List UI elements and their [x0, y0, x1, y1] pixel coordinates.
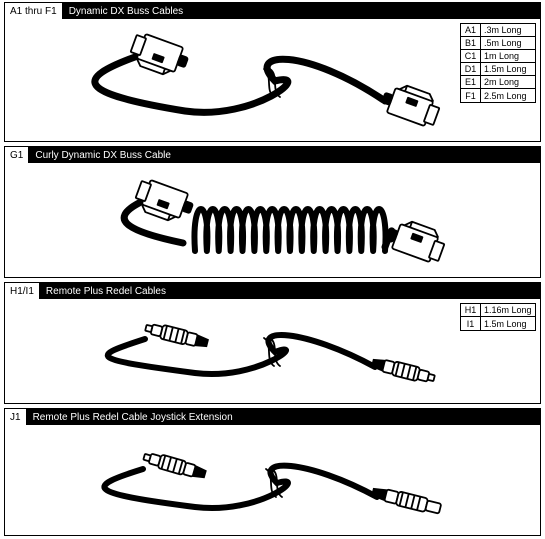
spec-row: E12m Long	[461, 76, 535, 89]
spec-row: I11.5m Long	[461, 317, 535, 330]
panel-1: G1Curly Dynamic DX Buss Cable	[4, 146, 541, 278]
panel-header: H1/I1Remote Plus Redel Cables	[5, 283, 540, 299]
spec-code: B1	[461, 37, 481, 49]
cable-illustration	[5, 425, 542, 537]
spec-row: A1.3m Long	[461, 24, 535, 37]
spec-length: .5m Long	[481, 37, 535, 49]
panel-2: H1/I1Remote Plus Redel Cables H11.16m Lon…	[4, 282, 541, 404]
panel-body	[5, 163, 540, 279]
panel-title: Remote Plus Redel Cables	[40, 283, 172, 299]
panel-body	[5, 425, 540, 537]
panel-body: H11.16m LongI11.5m Long	[5, 299, 540, 405]
panel-body: A1.3m LongB1.5m LongC11m LongD11.5m Long…	[5, 19, 540, 143]
spec-code: F1	[461, 89, 481, 102]
spec-length: 1.5m Long	[481, 317, 535, 330]
spec-row: B1.5m Long	[461, 37, 535, 50]
spec-code: D1	[461, 63, 481, 75]
spec-table: A1.3m LongB1.5m LongC11m LongD11.5m Long…	[460, 23, 536, 103]
spec-code: I1	[461, 317, 481, 330]
spec-length: 2m Long	[481, 76, 535, 88]
spec-row: C11m Long	[461, 50, 535, 63]
spec-length: 1.5m Long	[481, 63, 535, 75]
spec-length: 1.16m Long	[481, 304, 535, 316]
panel-title: Curly Dynamic DX Buss Cable	[29, 147, 177, 163]
panel-3: J1Remote Plus Redel Cable Joystick Exten…	[4, 408, 541, 536]
spec-length: 1m Long	[481, 50, 535, 62]
panel-code: H1/I1	[5, 283, 40, 299]
spec-row: H11.16m Long	[461, 304, 535, 317]
panel-title: Remote Plus Redel Cable Joystick Extensi…	[27, 409, 239, 425]
spec-code: C1	[461, 50, 481, 62]
spec-row: F12.5m Long	[461, 89, 535, 102]
panel-title: Dynamic DX Buss Cables	[63, 3, 189, 19]
spec-table: H11.16m LongI11.5m Long	[460, 303, 536, 331]
spec-code: E1	[461, 76, 481, 88]
panel-0: A1 thru F1Dynamic DX Buss Cables A1.3m Lo…	[4, 2, 541, 142]
spec-code: H1	[461, 304, 481, 316]
cable-illustration	[5, 163, 542, 279]
spec-length: 2.5m Long	[481, 89, 535, 102]
panel-code: J1	[5, 409, 27, 425]
spec-length: .3m Long	[481, 24, 535, 36]
spec-code: A1	[461, 24, 481, 36]
panel-header: J1Remote Plus Redel Cable Joystick Exten…	[5, 409, 540, 425]
spec-row: D11.5m Long	[461, 63, 535, 76]
panel-header: A1 thru F1Dynamic DX Buss Cables	[5, 3, 540, 19]
panel-code: G1	[5, 147, 29, 163]
panel-code: A1 thru F1	[5, 3, 63, 19]
panel-header: G1Curly Dynamic DX Buss Cable	[5, 147, 540, 163]
